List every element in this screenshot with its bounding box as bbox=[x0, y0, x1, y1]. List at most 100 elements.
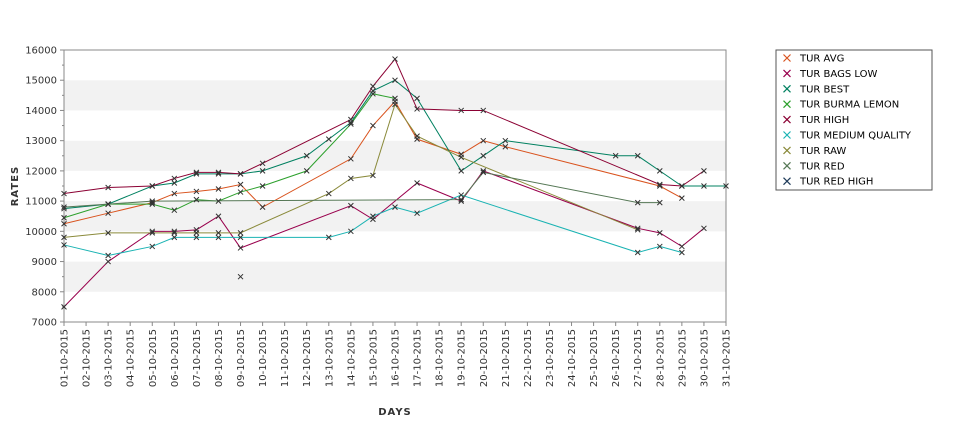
data-point bbox=[61, 220, 67, 227]
data-point bbox=[193, 234, 200, 241]
x-tick-label: 17-10-2015 bbox=[413, 329, 424, 387]
data-point bbox=[392, 77, 398, 84]
y-tick-label: 13000 bbox=[25, 136, 57, 147]
data-point bbox=[61, 190, 67, 197]
data-point bbox=[348, 228, 354, 235]
x-tick-label: 02-10-2015 bbox=[82, 329, 93, 387]
x-tick-label: 13-10-2015 bbox=[324, 329, 335, 387]
data-point bbox=[171, 175, 178, 182]
data-point bbox=[458, 168, 465, 174]
data-point bbox=[480, 169, 487, 176]
legend-label: TUR BURMA LEMON bbox=[799, 100, 899, 111]
data-point bbox=[149, 243, 156, 250]
data-point bbox=[480, 152, 487, 159]
x-axis: 01-10-2015 02-10-2015 03-10-2015 04-10-2015… bbox=[60, 321, 733, 387]
data-point bbox=[61, 304, 67, 310]
series-line bbox=[63, 103, 638, 238]
data-point bbox=[259, 204, 266, 211]
data-point bbox=[193, 188, 200, 195]
data-point bbox=[679, 183, 685, 189]
data-point bbox=[348, 121, 354, 127]
x-tick-label: 07-10-2015 bbox=[192, 329, 203, 387]
data-point bbox=[171, 228, 178, 235]
y-tick-label: 16000 bbox=[25, 46, 57, 57]
grid-band bbox=[64, 231, 726, 262]
y-tick-label: 10000 bbox=[25, 227, 57, 238]
grid-band bbox=[64, 261, 726, 292]
grid-band bbox=[64, 110, 726, 141]
x-tick-label: 27-10-2015 bbox=[633, 329, 644, 387]
data-point bbox=[237, 189, 244, 195]
x-tick-label: 10-10-2015 bbox=[258, 329, 269, 387]
data-point bbox=[237, 171, 244, 177]
data-point bbox=[237, 245, 244, 251]
data-point bbox=[414, 133, 420, 139]
data-point bbox=[656, 181, 663, 188]
data-point bbox=[634, 226, 641, 233]
data-point bbox=[701, 168, 707, 174]
data-point bbox=[215, 169, 222, 176]
data-point bbox=[215, 171, 222, 177]
data-point bbox=[149, 183, 156, 189]
y-tick-label: 7000 bbox=[32, 318, 57, 329]
data-point bbox=[480, 137, 487, 144]
data-point bbox=[634, 152, 641, 159]
data-point bbox=[259, 168, 266, 174]
data-point bbox=[414, 210, 420, 217]
data-point bbox=[325, 190, 332, 197]
x-tick-label: 06-10-2015 bbox=[170, 329, 181, 387]
data-point bbox=[392, 101, 398, 108]
data-point bbox=[634, 249, 641, 256]
legend-marker bbox=[783, 54, 791, 62]
x-tick-label: 25-10-2015 bbox=[589, 329, 600, 387]
data-point bbox=[149, 199, 156, 206]
x-tick-label: 12-10-2015 bbox=[302, 329, 313, 387]
x-tick-label: 08-10-2015 bbox=[214, 329, 225, 387]
data-point bbox=[215, 198, 222, 204]
y-axis: 7000 8000 9000 10000 11000 12000 13000 14000 150… bbox=[25, 46, 65, 329]
x-tick-label: 15-10-2015 bbox=[368, 329, 379, 387]
data-point bbox=[458, 196, 465, 203]
data-point bbox=[171, 229, 178, 236]
y-tick-label: 14000 bbox=[25, 106, 57, 117]
legend-marker bbox=[783, 100, 791, 109]
data-point bbox=[348, 116, 354, 123]
data-point bbox=[105, 184, 111, 191]
data-point bbox=[61, 214, 67, 221]
x-tick-label: 29-10-2015 bbox=[677, 329, 688, 387]
grid-band bbox=[64, 170, 726, 202]
y-tick-label: 9000 bbox=[32, 257, 57, 268]
data-point bbox=[656, 168, 663, 174]
data-point bbox=[480, 107, 487, 114]
data-point bbox=[656, 243, 663, 250]
legend-label: TUR BEST bbox=[799, 84, 850, 95]
data-point bbox=[458, 107, 465, 114]
data-point bbox=[149, 228, 156, 235]
series-line bbox=[63, 170, 705, 308]
x-tick-label: 31-10-2015 bbox=[722, 329, 733, 387]
data-point bbox=[149, 229, 156, 236]
data-point bbox=[502, 137, 509, 144]
x-tick-label: 04-10-2015 bbox=[126, 329, 137, 387]
data-point bbox=[259, 183, 266, 189]
data-point bbox=[193, 169, 200, 176]
data-point bbox=[679, 243, 685, 250]
legend-label: TUR HIGH bbox=[799, 115, 849, 126]
data-point bbox=[325, 234, 332, 241]
data-point bbox=[215, 229, 222, 236]
x-tick-label: 30-10-2015 bbox=[699, 329, 710, 387]
legend-marker bbox=[783, 115, 791, 124]
data-point bbox=[392, 56, 398, 62]
data-point bbox=[701, 225, 707, 232]
data-point bbox=[303, 152, 310, 159]
legend-marker bbox=[783, 177, 791, 186]
x-tick-label: 11-10-2015 bbox=[280, 329, 291, 387]
y-tick-label: 12000 bbox=[25, 166, 57, 177]
data-point bbox=[193, 196, 200, 203]
data-point bbox=[634, 225, 641, 232]
x-tick-label: 28-10-2015 bbox=[655, 329, 666, 387]
x-tick-label: 24-10-2015 bbox=[567, 329, 578, 387]
y-axis-title: RATES bbox=[10, 166, 21, 207]
legend-marker bbox=[783, 146, 791, 155]
